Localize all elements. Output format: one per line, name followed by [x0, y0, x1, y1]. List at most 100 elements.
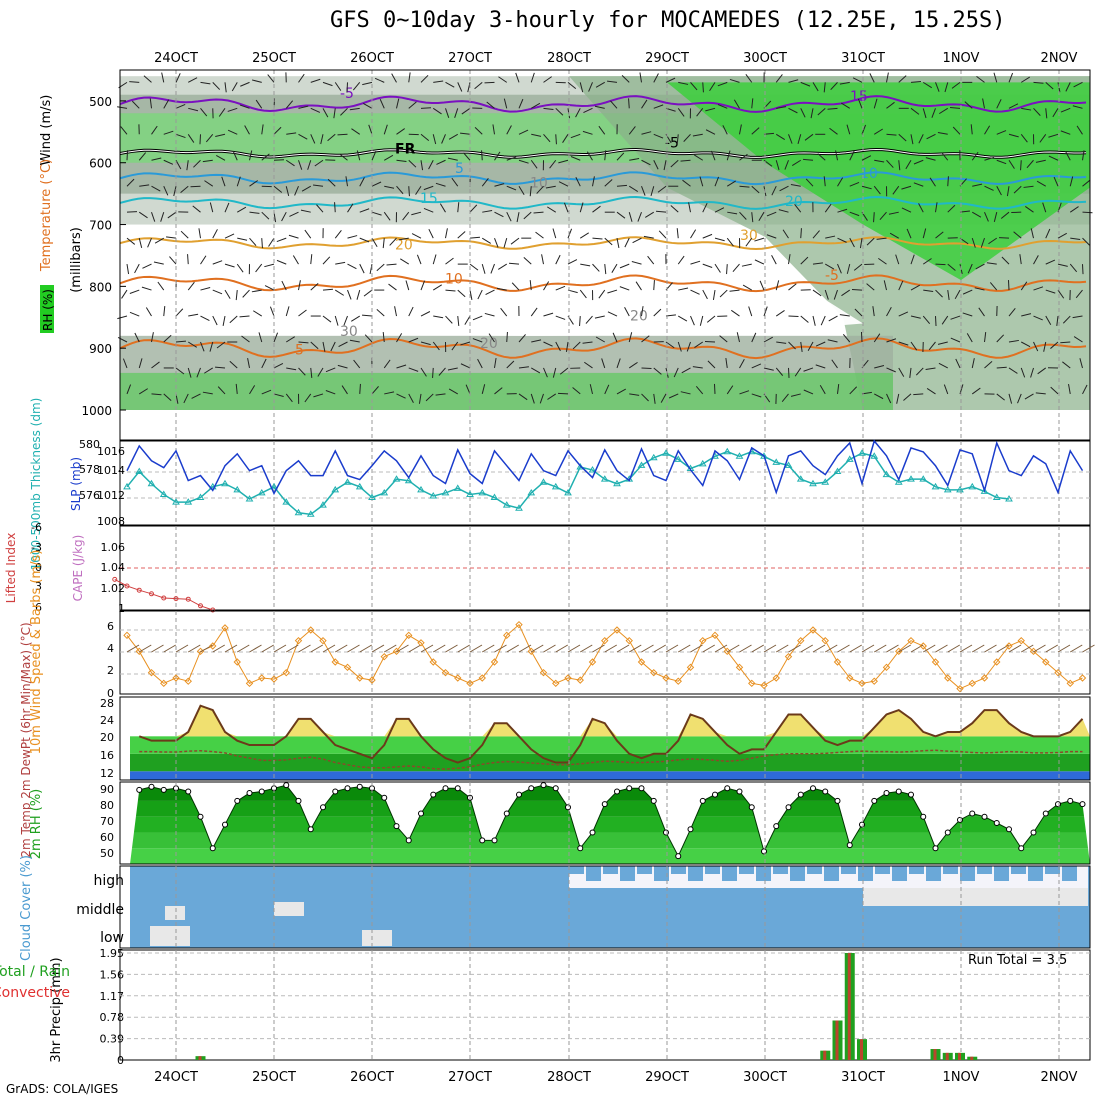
rh-point	[589, 829, 596, 836]
rh-point	[148, 783, 155, 790]
wind-barb	[837, 644, 850, 653]
wind-barb	[518, 98, 524, 109]
wind-barb	[653, 367, 662, 375]
wind-barb	[467, 82, 471, 93]
wind-barb	[800, 256, 809, 265]
wind-barb	[457, 644, 471, 653]
wind-barb	[1008, 159, 1015, 169]
wind-barb	[910, 134, 914, 145]
wind-barb	[310, 644, 324, 653]
wind-barb	[607, 289, 618, 294]
wind-barb	[861, 155, 872, 161]
wind-barb	[653, 308, 662, 317]
wind-speed-point	[760, 681, 768, 690]
wind-barb	[909, 367, 912, 378]
wind-barb	[782, 229, 789, 239]
wind-barb	[236, 263, 244, 273]
wind-barb	[294, 186, 299, 196]
wind-barb	[1076, 125, 1083, 135]
wind-barb	[151, 644, 164, 653]
wind-barb	[428, 228, 434, 239]
wind-barb	[925, 367, 936, 371]
wind-barb	[420, 74, 429, 83]
slp-tick-label: 1012	[97, 489, 125, 502]
cape-axis-label: CAPE (J/kg)	[71, 535, 85, 602]
wind-barb	[371, 150, 377, 161]
wind-barb	[488, 333, 495, 343]
wind-barb	[212, 229, 218, 239]
wind-barb	[1048, 133, 1059, 138]
wind-speed-point	[466, 679, 474, 688]
rh-point	[356, 783, 363, 790]
wind-barb	[944, 82, 949, 93]
wind-barb	[396, 644, 409, 653]
thickness-point	[466, 490, 474, 497]
wind-barb	[775, 367, 784, 376]
rh-point	[418, 810, 424, 817]
contour-label: -5	[340, 86, 354, 102]
wind-barb	[555, 134, 557, 145]
wind-speed-point	[735, 663, 744, 672]
wind-barb	[362, 81, 373, 86]
wind-barb	[873, 212, 875, 223]
wind-barb	[530, 159, 538, 169]
wind-barb	[317, 367, 324, 377]
wind-barb	[511, 282, 520, 291]
wind-barb	[322, 108, 329, 118]
wind-barb	[889, 232, 899, 239]
wind-barb	[516, 212, 520, 223]
wind-barb	[423, 207, 434, 213]
top-date-label: 26OCT	[350, 51, 394, 66]
wind-barb	[929, 177, 936, 187]
rh-point	[957, 816, 963, 823]
wind-barb	[347, 235, 358, 239]
wind-barb	[240, 81, 250, 87]
precip-panel: 1.95 1.56 1.17 0.78 0.39 0 Run Total = 3.5 3hr …	[0, 947, 1091, 1067]
rh-point	[491, 837, 498, 844]
wind-barb	[673, 367, 679, 378]
wind-barb	[937, 132, 948, 135]
wind-barb	[183, 393, 189, 404]
thickness-point	[735, 452, 744, 459]
wind-tick-label: 0	[107, 687, 114, 700]
wind-barb	[1020, 281, 1028, 291]
wind-barb	[771, 185, 777, 196]
contour-label: 20	[630, 308, 648, 324]
wind-barb	[628, 361, 638, 369]
wind-barb	[163, 130, 174, 135]
top-date-label: 27OCT	[448, 51, 492, 66]
rh-point	[871, 797, 878, 804]
wind-barb	[400, 258, 410, 265]
wind-barb	[906, 228, 912, 239]
pressure-tick-label: 500	[89, 95, 112, 109]
wind-barb	[775, 74, 783, 83]
wind-barb	[523, 211, 532, 220]
wind-speed-point	[662, 674, 670, 682]
wind-barb	[214, 366, 226, 369]
wind-barb	[825, 235, 836, 239]
wind-barb	[802, 158, 814, 161]
wind-barb	[433, 80, 444, 83]
wind-barb	[163, 99, 170, 109]
high-cloud-cell	[807, 866, 822, 874]
wind-barb	[180, 185, 189, 194]
wind-barb	[823, 82, 826, 93]
top-date-label: 28OCT	[547, 51, 591, 66]
wind-barb	[817, 153, 826, 161]
thickness-tick-label: 576	[79, 489, 100, 502]
wind-barb	[310, 78, 321, 83]
wind-barb	[1045, 644, 1059, 653]
wind-barb	[1033, 107, 1041, 116]
wind-barb	[886, 393, 892, 404]
thickness-point	[649, 453, 658, 461]
lifted-axis-label: Lifted Index	[4, 533, 18, 604]
wind-barb	[494, 387, 503, 395]
wind-barb	[751, 127, 760, 135]
thickness-point	[515, 504, 523, 511]
wind-barb	[543, 367, 548, 378]
wind-barb	[898, 75, 907, 83]
wind-barb	[1082, 179, 1091, 187]
wind-barb	[572, 387, 581, 395]
wind-barb	[425, 393, 434, 402]
rh-point	[920, 813, 927, 820]
